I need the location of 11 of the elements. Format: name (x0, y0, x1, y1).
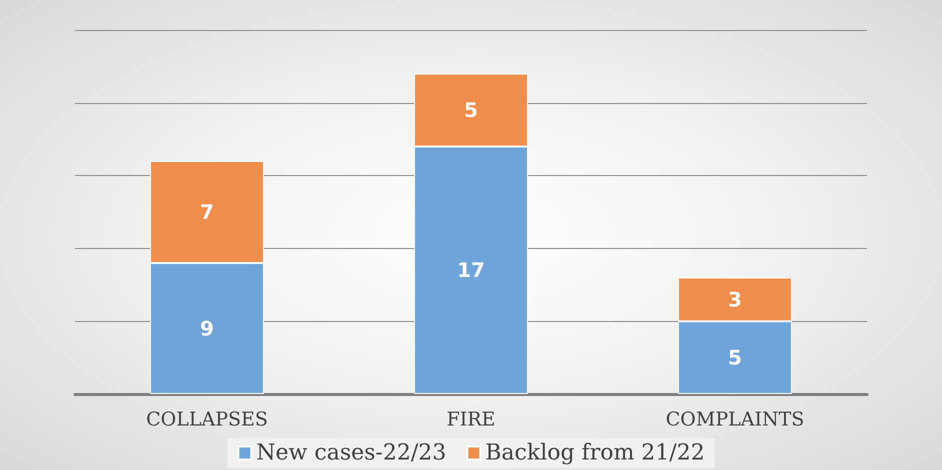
data-label: 5 (464, 98, 478, 122)
legend-label: New cases-22/23 (256, 440, 446, 466)
data-label: 5 (728, 346, 742, 370)
legend-label: Backlog from 21/22 (485, 440, 705, 466)
data-label: 7 (200, 200, 214, 224)
data-label: 3 (728, 287, 742, 312)
data-label: 9 (200, 316, 214, 340)
data-label: 17 (457, 258, 485, 282)
x-tick-label: COMPLAINTS (666, 408, 804, 430)
x-tick-label: COLLAPSES (146, 408, 268, 430)
x-tick-label: FIRE (446, 408, 496, 430)
